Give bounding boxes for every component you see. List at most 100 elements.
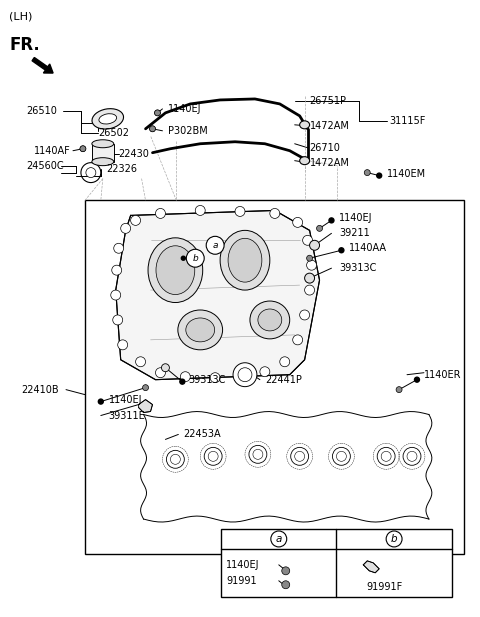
Circle shape (150, 126, 155, 131)
Text: 24560C: 24560C (26, 160, 64, 171)
Circle shape (386, 531, 402, 547)
Text: a: a (276, 534, 282, 544)
Circle shape (282, 581, 290, 589)
Circle shape (233, 363, 257, 387)
Circle shape (282, 567, 290, 575)
Circle shape (377, 447, 395, 465)
Circle shape (377, 173, 382, 178)
Ellipse shape (156, 246, 195, 294)
FancyArrow shape (32, 57, 53, 73)
Circle shape (270, 209, 280, 218)
Circle shape (150, 126, 156, 132)
Circle shape (293, 335, 302, 345)
Text: 39313C: 39313C (188, 375, 226, 384)
Circle shape (280, 357, 290, 366)
Ellipse shape (228, 238, 262, 282)
Bar (92, 144, 114, 162)
Circle shape (81, 146, 85, 151)
Ellipse shape (250, 301, 290, 339)
Text: a: a (212, 241, 218, 250)
Circle shape (235, 370, 245, 379)
Polygon shape (116, 210, 320, 379)
Bar (85, 201, 464, 554)
Circle shape (195, 205, 205, 215)
Circle shape (136, 357, 145, 366)
Circle shape (415, 377, 420, 382)
Text: 1472AM: 1472AM (310, 158, 349, 168)
Circle shape (339, 248, 344, 253)
Circle shape (277, 563, 281, 567)
Ellipse shape (92, 158, 114, 165)
Circle shape (291, 447, 309, 465)
Text: (LH): (LH) (9, 11, 33, 22)
Circle shape (300, 310, 310, 320)
Text: 22453A: 22453A (183, 429, 221, 439)
Circle shape (81, 163, 101, 183)
Circle shape (210, 373, 220, 383)
Circle shape (186, 249, 204, 267)
Text: 31115F: 31115F (389, 116, 425, 126)
Text: 22410B: 22410B (21, 384, 59, 395)
Bar (221, 529, 452, 597)
Text: P302BM: P302BM (168, 126, 208, 136)
Ellipse shape (92, 140, 114, 147)
Circle shape (143, 384, 148, 391)
Circle shape (381, 452, 391, 462)
Circle shape (155, 110, 160, 116)
Text: 39311E: 39311E (109, 410, 145, 421)
Text: 1140ER: 1140ER (424, 370, 461, 379)
Circle shape (305, 273, 314, 283)
Circle shape (364, 170, 370, 176)
Text: 26502: 26502 (98, 128, 129, 138)
Circle shape (336, 452, 347, 462)
Text: 1140EJ: 1140EJ (226, 560, 260, 570)
Ellipse shape (300, 121, 310, 129)
Circle shape (260, 366, 270, 377)
Polygon shape (139, 400, 153, 413)
Ellipse shape (148, 238, 203, 302)
Circle shape (407, 452, 417, 462)
Text: 91991F: 91991F (366, 582, 403, 592)
Circle shape (167, 450, 184, 468)
Text: 22326: 22326 (106, 164, 137, 173)
Text: 1140EJ: 1140EJ (339, 213, 373, 223)
Ellipse shape (99, 114, 117, 124)
Circle shape (180, 379, 185, 384)
Circle shape (307, 260, 316, 270)
Ellipse shape (300, 157, 310, 165)
Circle shape (333, 447, 350, 465)
Circle shape (329, 218, 334, 223)
Ellipse shape (220, 230, 270, 290)
Circle shape (161, 364, 169, 371)
Circle shape (238, 368, 252, 382)
Ellipse shape (92, 109, 123, 129)
Circle shape (305, 285, 314, 295)
Text: 1140EJ: 1140EJ (168, 104, 202, 114)
Ellipse shape (178, 310, 223, 350)
Circle shape (170, 454, 180, 465)
Text: 1140EJ: 1140EJ (109, 395, 142, 405)
Text: 1140AF: 1140AF (34, 146, 71, 155)
Text: 1472AM: 1472AM (310, 121, 349, 131)
Circle shape (235, 207, 245, 217)
Circle shape (180, 371, 190, 382)
Text: 22441P: 22441P (265, 375, 302, 384)
Text: FR.: FR. (9, 36, 40, 54)
Circle shape (307, 255, 312, 261)
Circle shape (111, 290, 120, 300)
Circle shape (80, 146, 86, 152)
Circle shape (113, 315, 123, 325)
Circle shape (114, 243, 124, 253)
Circle shape (253, 449, 263, 459)
Text: 1140EM: 1140EM (387, 168, 426, 178)
Circle shape (131, 215, 141, 225)
Text: 26510: 26510 (26, 106, 57, 116)
Circle shape (208, 452, 218, 462)
Circle shape (181, 256, 185, 260)
Circle shape (156, 368, 166, 378)
Circle shape (155, 110, 160, 115)
Text: 1140AA: 1140AA (349, 243, 387, 253)
Circle shape (295, 452, 305, 462)
Circle shape (206, 236, 224, 254)
Text: 91991: 91991 (226, 576, 257, 586)
